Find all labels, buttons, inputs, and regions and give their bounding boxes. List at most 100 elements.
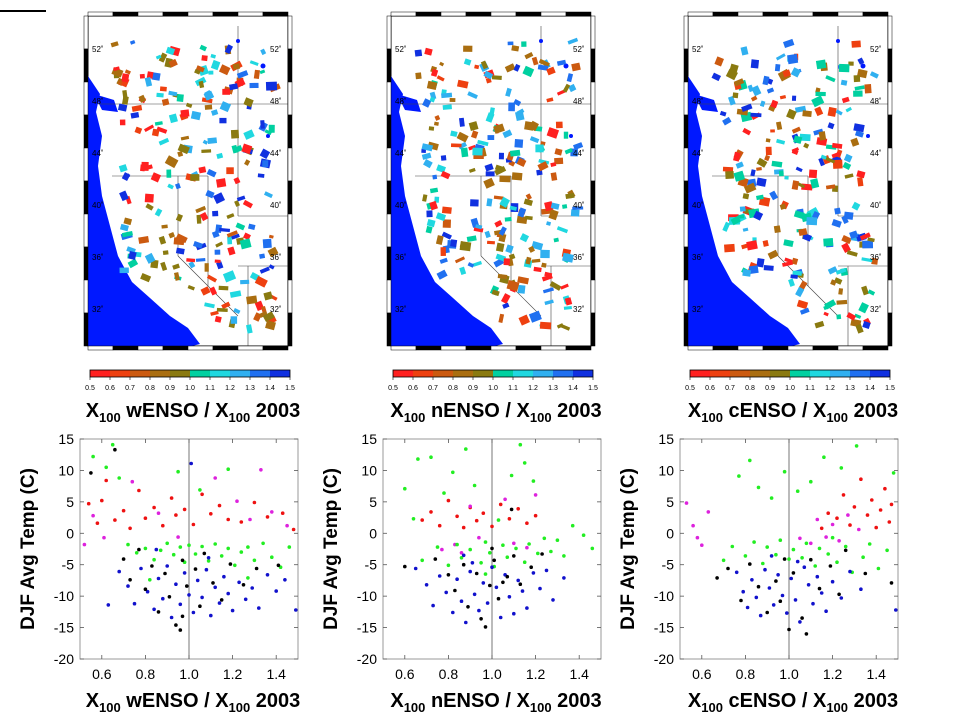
basin-patch bbox=[219, 101, 232, 113]
data-point-black bbox=[490, 546, 494, 551]
lat-tick-label: 44˚ bbox=[395, 149, 407, 158]
data-point-blue bbox=[894, 608, 898, 612]
basin-patch bbox=[871, 257, 879, 265]
lake bbox=[266, 134, 270, 138]
colorbar-tick-label: 0.6 bbox=[408, 385, 418, 392]
data-point-black bbox=[178, 628, 183, 632]
data-point-black bbox=[174, 623, 178, 627]
data-point-green bbox=[891, 471, 896, 475]
basin-patch bbox=[756, 177, 767, 187]
data-point-blue bbox=[745, 605, 750, 610]
basin-patch bbox=[571, 62, 581, 72]
lake bbox=[866, 134, 870, 138]
basin-patch bbox=[514, 110, 525, 122]
basin-patch bbox=[850, 137, 860, 147]
data-point-green bbox=[261, 541, 265, 546]
basin-patch bbox=[818, 157, 825, 167]
basin-patch bbox=[267, 246, 279, 258]
data-point-magenta bbox=[706, 510, 711, 514]
basin-patch bbox=[177, 150, 184, 158]
basin-patch bbox=[233, 308, 241, 315]
basin-patch bbox=[845, 106, 852, 113]
basin-patch bbox=[541, 274, 553, 282]
data-point-blue bbox=[806, 583, 811, 587]
frame-tick bbox=[565, 345, 592, 351]
basin-patch bbox=[161, 224, 168, 229]
data-point-red bbox=[819, 526, 824, 531]
basin-patch bbox=[198, 166, 207, 174]
data-point-magenta bbox=[815, 517, 820, 522]
data-point-black bbox=[748, 562, 752, 566]
basin-patch bbox=[806, 217, 818, 226]
frame-tick bbox=[83, 15, 89, 50]
lat-tick-label: 36˚ bbox=[92, 253, 104, 262]
data-point-magenta bbox=[700, 543, 704, 547]
basin-patch bbox=[241, 143, 253, 155]
basin-patch bbox=[172, 263, 180, 270]
basin-patch bbox=[508, 102, 515, 112]
data-point-green bbox=[522, 461, 527, 465]
data-point-green bbox=[854, 444, 859, 448]
basin-patch bbox=[775, 121, 783, 131]
basin-patch bbox=[823, 311, 829, 317]
data-point-red bbox=[239, 520, 244, 524]
data-point-black bbox=[193, 567, 198, 571]
basin-patch bbox=[499, 196, 511, 208]
data-point-green bbox=[176, 469, 180, 474]
data-point-blue bbox=[562, 576, 566, 580]
data-point-red bbox=[516, 507, 520, 511]
basin-patch bbox=[546, 221, 552, 226]
frame-tick bbox=[112, 345, 139, 351]
basin-patch bbox=[556, 59, 567, 66]
data-point-blue bbox=[498, 615, 503, 620]
basin-patch bbox=[531, 258, 541, 263]
frame-tick bbox=[83, 147, 89, 182]
basin-patch bbox=[802, 233, 812, 242]
frame-tick bbox=[837, 11, 864, 17]
basin-patch bbox=[498, 152, 504, 160]
basin-patch bbox=[186, 258, 196, 263]
basin-patch bbox=[841, 234, 852, 245]
data-point-blue bbox=[754, 595, 759, 600]
data-point-green bbox=[743, 554, 748, 558]
data-point-blue bbox=[859, 587, 863, 591]
frame-tick bbox=[187, 345, 214, 351]
basin-patch bbox=[531, 56, 539, 66]
basin-patch bbox=[764, 154, 771, 162]
basin-patch bbox=[728, 95, 736, 106]
lat-tick-label: 32˚ bbox=[870, 305, 882, 314]
x-tick-label: 1.4 bbox=[569, 666, 589, 682]
basin-patch bbox=[808, 169, 818, 179]
frame-tick bbox=[87, 345, 114, 351]
basin-patch bbox=[226, 167, 234, 175]
lat-tick-label: 48˚ bbox=[270, 97, 282, 106]
scatter-caption-nenso: X100 nENSO / X100 2003 bbox=[390, 690, 602, 715]
data-point-black bbox=[198, 604, 202, 608]
basin-patch bbox=[791, 95, 797, 101]
data-point-magenta bbox=[477, 535, 481, 540]
basin-patch bbox=[244, 159, 251, 166]
basin-patch bbox=[196, 214, 202, 224]
basin-patch bbox=[538, 58, 550, 68]
data-point-blue bbox=[161, 596, 165, 601]
data-point-blue bbox=[771, 603, 776, 607]
basin-patch bbox=[486, 198, 493, 207]
data-point-red bbox=[128, 526, 132, 531]
basin-patch bbox=[264, 129, 272, 136]
basin-patch bbox=[825, 156, 836, 164]
data-point-red bbox=[461, 525, 466, 530]
basin-patch bbox=[498, 313, 505, 323]
basin-patch bbox=[230, 316, 238, 324]
data-point-black bbox=[715, 576, 719, 580]
basin-patch bbox=[504, 217, 512, 222]
data-point-black bbox=[128, 578, 132, 582]
data-point-blue bbox=[459, 599, 464, 603]
basin-patch bbox=[177, 143, 190, 155]
data-point-blue bbox=[217, 601, 222, 605]
frame-tick bbox=[262, 11, 289, 17]
data-point-black bbox=[156, 610, 161, 614]
basin-patch bbox=[495, 253, 507, 262]
basin-patch bbox=[440, 170, 451, 180]
basin-patch bbox=[823, 238, 834, 247]
basin-patch bbox=[123, 217, 133, 226]
